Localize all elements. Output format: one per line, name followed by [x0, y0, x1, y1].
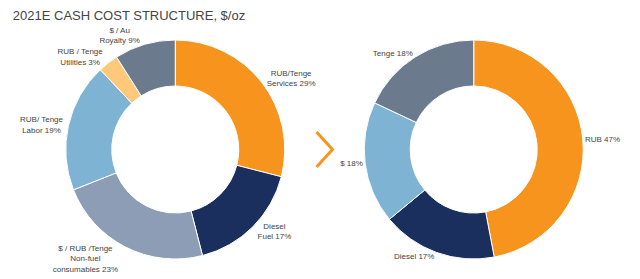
svg-text:DieselFuel 17%: DieselFuel 17% — [258, 222, 292, 241]
svg-text:RUB/ TengeLabor 19%: RUB/ TengeLabor 19% — [20, 115, 64, 134]
svg-text:Tenge 18%: Tenge 18% — [373, 49, 413, 58]
svg-text:$ / RUB /TengeNon-fuelconsumab: $ / RUB /TengeNon-fuelconsumables 23% — [53, 244, 118, 274]
svg-text:Diesel 17%: Diesel 17% — [394, 252, 434, 261]
svg-text:RUB 47%: RUB 47% — [585, 135, 620, 144]
svg-text:RUB/TengeServices 29%: RUB/TengeServices 29% — [267, 69, 316, 88]
svg-text:2021E CASH COST STRUCTURE, $/o: 2021E CASH COST STRUCTURE, $/oz — [13, 8, 245, 23]
svg-text:$ / AuRoyalty 9%: $ / AuRoyalty 9% — [99, 26, 139, 45]
svg-text:RUB / TengeUtilities 3%: RUB / TengeUtilities 3% — [58, 47, 104, 66]
svg-text:$ 18%: $ 18% — [340, 159, 363, 168]
